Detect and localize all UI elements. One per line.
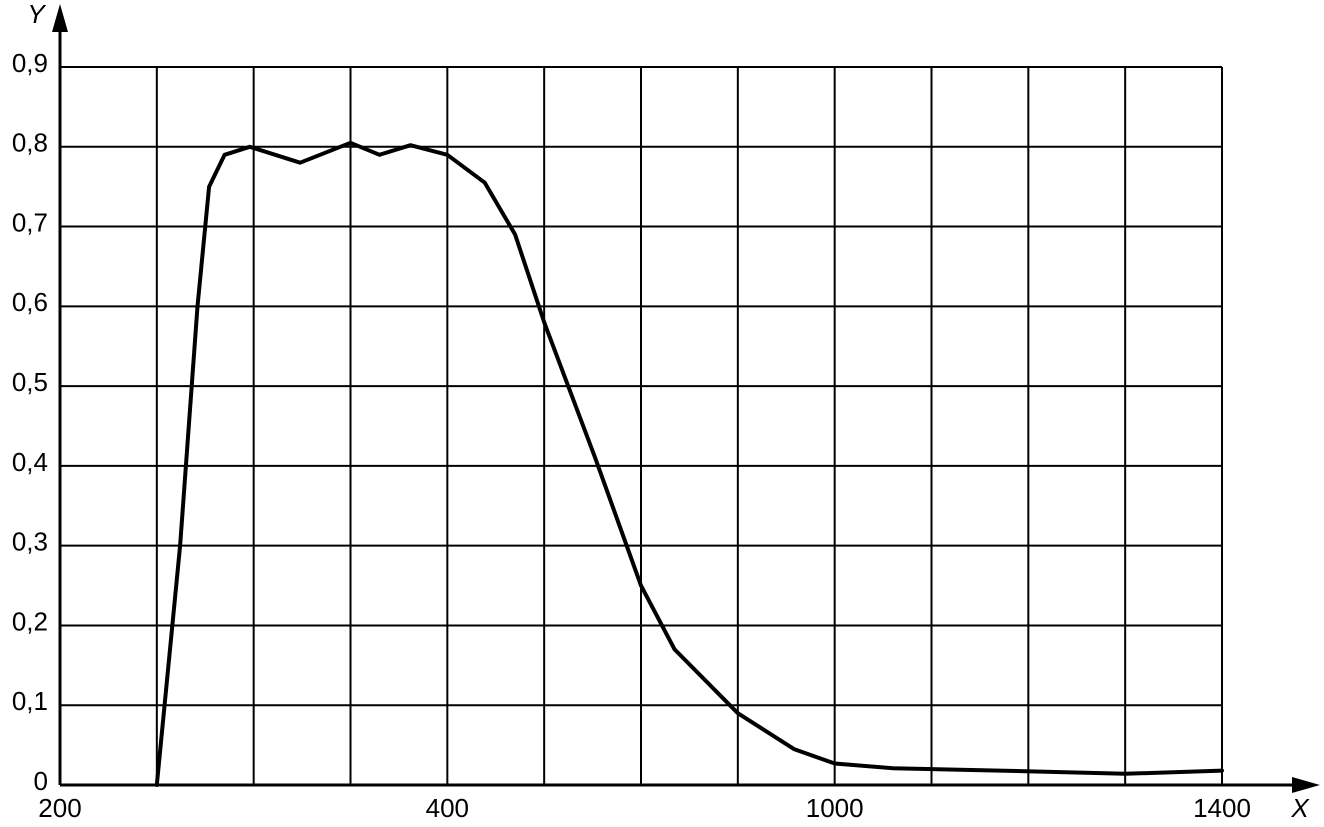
y-tick-label: 0 <box>34 766 48 796</box>
y-tick-label: 0,3 <box>12 527 48 557</box>
curve <box>154 140 1224 787</box>
x-tick-label: 1000 <box>806 793 864 823</box>
y-tick-label: 0,1 <box>12 686 48 716</box>
y-tick-label: 0,7 <box>12 207 48 237</box>
y-tick-label: 0,5 <box>12 367 48 397</box>
y-tick-label: 0,4 <box>12 447 48 477</box>
y-tick-label: 0,6 <box>12 287 48 317</box>
x-axis-title: X <box>1290 793 1310 823</box>
y-tick-label: 0,8 <box>12 128 48 158</box>
x-axis-arrow <box>1292 777 1320 793</box>
x-tick-label: 400 <box>426 793 469 823</box>
y-axis-arrow <box>52 4 68 32</box>
y-tick-label: 0,9 <box>12 48 48 78</box>
x-tick-label: 200 <box>38 793 81 823</box>
y-tick-label: 0,2 <box>12 606 48 636</box>
x-tick-label: 1400 <box>1193 793 1251 823</box>
y-axis-title: Y <box>27 0 46 29</box>
grid <box>59 66 1223 786</box>
